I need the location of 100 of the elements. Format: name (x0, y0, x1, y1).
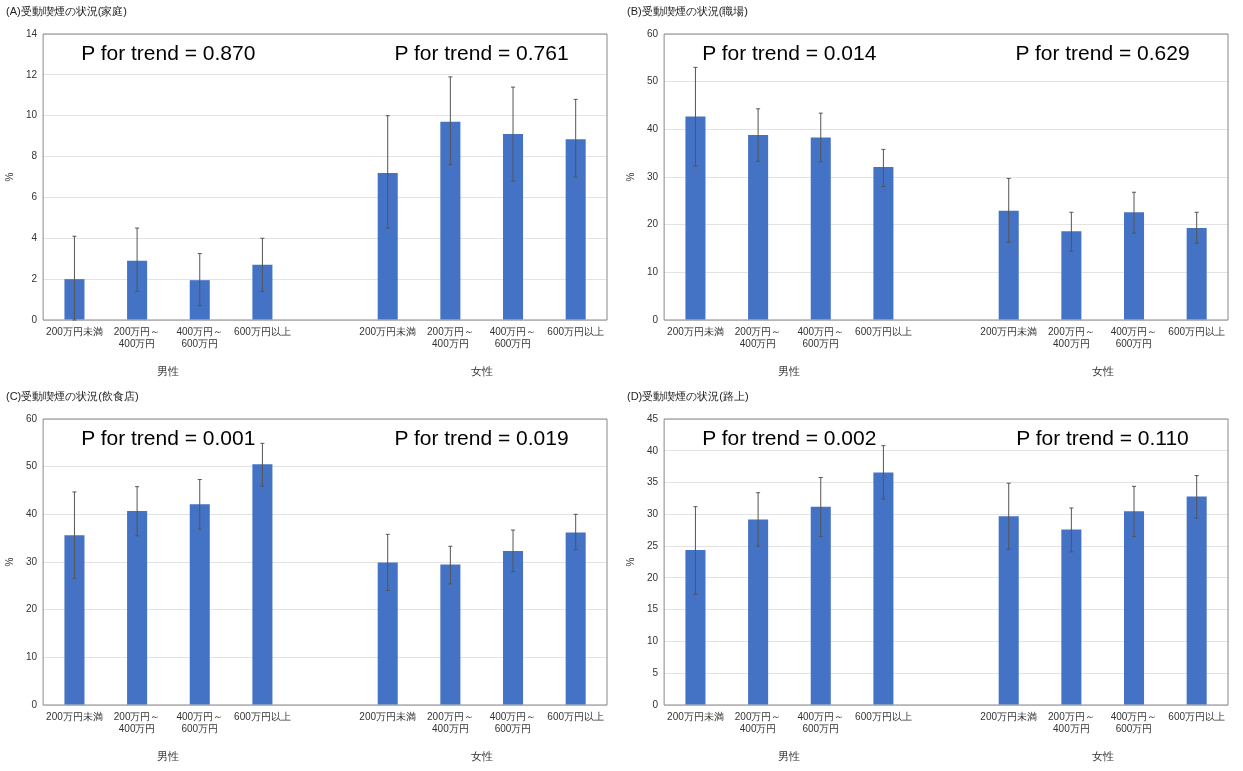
bar (440, 564, 461, 705)
y-tick-label: 15 (647, 603, 659, 615)
x-tick-label: 400万円～600万円 (489, 325, 537, 349)
y-tick-label: 8 (31, 150, 38, 162)
x-tick-label: 200万円未満 (46, 710, 103, 722)
y-tick-label: 14 (26, 27, 38, 39)
y-tick-label: 0 (31, 698, 38, 710)
x-tick-label: 200万円～400万円 (113, 325, 161, 349)
x-tick-label: 200万円未満 (46, 325, 103, 337)
bar (748, 519, 769, 705)
text: 女性 (470, 365, 493, 378)
x-tick-label: 400万円～600万円 (176, 710, 224, 734)
x-tick-label: 200万円～400万円 (427, 325, 474, 349)
y-tick-label: 45 (647, 412, 659, 424)
bar (1124, 511, 1145, 705)
annotation: P for trend = 0.629 (1015, 40, 1190, 64)
bar (377, 562, 398, 705)
bar (252, 464, 273, 705)
x-tick-label: 600万円以上 (855, 325, 912, 337)
annotation: P for trend = 0.001 (81, 425, 256, 449)
y-tick-label: 50 (647, 75, 659, 87)
y-tick-label: 0 (652, 698, 659, 710)
y-axis-title: % (624, 557, 636, 567)
bar (998, 516, 1019, 705)
x-tick-label: 600万円以上 (547, 325, 605, 337)
bar (252, 264, 273, 320)
y-tick-label: 20 (647, 571, 659, 583)
y-tick-label: 12 (26, 68, 38, 80)
y-axis-title: % (3, 172, 15, 182)
annotation: P for trend = 0.002 (702, 425, 877, 449)
x-tick-label: 400万円～600万円 (176, 325, 224, 349)
bar (127, 511, 148, 705)
y-tick-label: 10 (647, 266, 659, 278)
x-tick-label: 200万円～400万円 (427, 710, 474, 734)
text: 女性 (1091, 750, 1114, 763)
bar (685, 549, 706, 705)
y-tick-label: 35 (647, 476, 659, 488)
y-tick-label: 10 (26, 109, 38, 121)
bar (748, 135, 769, 320)
x-tick-label: 200万円～400万円 (1048, 710, 1095, 734)
y-tick-label: 20 (647, 218, 659, 230)
y-axis-title: % (3, 557, 15, 567)
y-tick-label: 60 (647, 27, 659, 39)
text: 男性 (157, 750, 180, 763)
y-tick-label: 10 (26, 651, 38, 663)
x-tick-label: 200万円未満 (359, 325, 417, 337)
x-tick-label: 200万円未満 (359, 710, 417, 722)
bar (64, 535, 85, 705)
y-tick-label: 50 (26, 460, 38, 472)
x-tick-label: 200万円未満 (667, 710, 724, 722)
bar (1186, 228, 1207, 320)
bar (998, 210, 1019, 320)
bar (503, 551, 524, 705)
bar (64, 279, 85, 320)
bar (873, 166, 894, 320)
y-tick-label: 30 (647, 170, 659, 182)
x-tick-label: 400万円～600万円 (1110, 325, 1158, 349)
y-tick-label: 0 (31, 313, 38, 325)
x-tick-label: 200万円～400万円 (113, 710, 161, 734)
y-tick-label: 4 (31, 232, 38, 244)
bar (810, 137, 831, 320)
annotation: P for trend = 0.014 (702, 40, 877, 64)
chart-title: (D)受動喫煙の状況(路上) (627, 389, 749, 404)
y-tick-label: 20 (26, 603, 38, 615)
bar (873, 472, 894, 705)
x-tick-label: 600万円以上 (1168, 325, 1226, 337)
bar (1186, 496, 1207, 705)
bar (189, 504, 210, 705)
bar (1061, 529, 1082, 705)
text: 女性 (470, 750, 493, 763)
y-tick-label: 6 (31, 191, 38, 203)
y-tick-label: 25 (647, 539, 659, 551)
bar (810, 506, 831, 705)
text: 男性 (778, 365, 801, 378)
x-tick-label: 600万円以上 (234, 325, 291, 337)
bar (127, 260, 148, 320)
y-tick-label: 30 (647, 508, 659, 520)
text: 女性 (1091, 365, 1114, 378)
text: 男性 (157, 365, 180, 378)
x-tick-label: 200万円～400万円 (1048, 325, 1095, 349)
bar (440, 121, 461, 320)
annotation: P for trend = 0.870 (81, 40, 256, 64)
y-tick-label: 5 (652, 666, 659, 678)
annotation: P for trend = 0.761 (394, 40, 569, 64)
y-tick-label: 40 (26, 508, 38, 520)
text: 男性 (778, 750, 801, 763)
bar (565, 532, 586, 705)
x-tick-label: 200万円未満 (980, 710, 1038, 722)
y-tick-label: 40 (647, 123, 659, 135)
y-tick-label: 10 (647, 635, 659, 647)
x-tick-label: 400万円～600万円 (797, 325, 845, 349)
bar (377, 172, 398, 320)
y-tick-label: 0 (652, 313, 659, 325)
bar (189, 280, 210, 320)
bar (1124, 212, 1145, 320)
annotation: P for trend = 0.019 (394, 425, 569, 449)
bar (565, 139, 586, 320)
bar (503, 134, 524, 320)
x-tick-label: 400万円～600万円 (797, 710, 845, 734)
x-tick-label: 400万円～600万円 (1110, 710, 1158, 734)
